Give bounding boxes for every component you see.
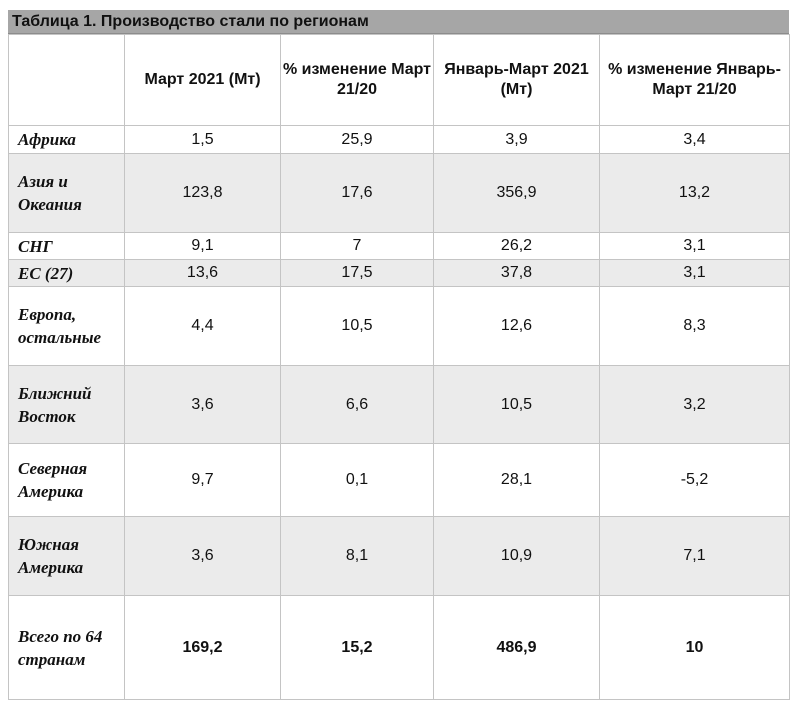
table-row: Европа, остальные 4,4 10,5 12,6 8,3 (8, 286, 790, 366)
cell-value: 13,2 (599, 153, 790, 233)
cell-value: 1,5 (124, 125, 281, 154)
header-jan-mar-change: % изменение Январь-Март 21/20 (599, 34, 790, 126)
cell-value: 123,8 (124, 153, 281, 233)
cell-value: 3,1 (599, 259, 790, 287)
cell-value: 10,5 (433, 365, 600, 444)
table-row: Азия и Океания 123,8 17,6 356,9 13,2 (8, 153, 790, 233)
cell-value: 13,6 (124, 259, 281, 287)
table-row: ЕС (27) 13,6 17,5 37,8 3,1 (8, 259, 790, 287)
row-label: Южная Америка (8, 516, 125, 596)
table-row: Африка 1,5 25,9 3,9 3,4 (8, 125, 790, 154)
cell-value: 25,9 (280, 125, 434, 154)
cell-value: 37,8 (433, 259, 600, 287)
cell-value: 356,9 (433, 153, 600, 233)
cell-value: 3,4 (599, 125, 790, 154)
header-row: Март 2021 (Мт) % изменение Март 21/20 Ян… (8, 34, 790, 126)
cell-value: 3,2 (599, 365, 790, 444)
cell-value: 4,4 (124, 286, 281, 366)
cell-value: 10,5 (280, 286, 434, 366)
header-jan-mar-2021: Январь-Март 2021 (Мт) (433, 34, 600, 126)
row-label: Азия и Океания (8, 153, 125, 233)
header-march-change: % изменение Март 21/20 (280, 34, 434, 126)
cell-value: 9,1 (124, 232, 281, 260)
header-region (8, 34, 125, 126)
row-label: Европа, остальные (8, 286, 125, 366)
row-label: Ближний Восток (8, 365, 125, 444)
cell-value: 7 (280, 232, 434, 260)
row-label: Африка (8, 125, 125, 154)
cell-value: 486,9 (433, 595, 600, 700)
total-row: Всего по 64 странам 169,2 15,2 486,9 10 (8, 595, 790, 700)
cell-value: 3,6 (124, 365, 281, 444)
cell-value: 12,6 (433, 286, 600, 366)
row-label: Северная Америка (8, 443, 125, 517)
row-label: ЕС (27) (8, 259, 125, 287)
cell-value: 3,6 (124, 516, 281, 596)
cell-value: 10,9 (433, 516, 600, 596)
table-row: СНГ 9,1 7 26,2 3,1 (8, 232, 790, 260)
steel-production-table: Таблица 1. Производство стали по региона… (8, 10, 790, 700)
table-row: Ближний Восток 3,6 6,6 10,5 3,2 (8, 365, 790, 444)
cell-value: 17,5 (280, 259, 434, 287)
cell-value: -5,2 (599, 443, 790, 517)
cell-value: 6,6 (280, 365, 434, 444)
cell-value: 7,1 (599, 516, 790, 596)
cell-value: 0,1 (280, 443, 434, 517)
table-row: Северная Америка 9,7 0,1 28,1 -5,2 (8, 443, 790, 517)
cell-value: 15,2 (280, 595, 434, 700)
header-march-2021: Март 2021 (Мт) (124, 34, 281, 126)
cell-value: 10 (599, 595, 790, 700)
cell-value: 28,1 (433, 443, 600, 517)
table-caption: Таблица 1. Производство стали по региона… (8, 10, 789, 34)
cell-value: 8,1 (280, 516, 434, 596)
cell-value: 169,2 (124, 595, 281, 700)
row-label: СНГ (8, 232, 125, 260)
cell-value: 3,9 (433, 125, 600, 154)
cell-value: 3,1 (599, 232, 790, 260)
cell-value: 26,2 (433, 232, 600, 260)
cell-value: 17,6 (280, 153, 434, 233)
table-row: Южная Америка 3,6 8,1 10,9 7,1 (8, 516, 790, 596)
cell-value: 9,7 (124, 443, 281, 517)
cell-value: 8,3 (599, 286, 790, 366)
data-table: Март 2021 (Мт) % изменение Март 21/20 Ян… (8, 34, 790, 700)
row-label: Всего по 64 странам (8, 595, 125, 700)
